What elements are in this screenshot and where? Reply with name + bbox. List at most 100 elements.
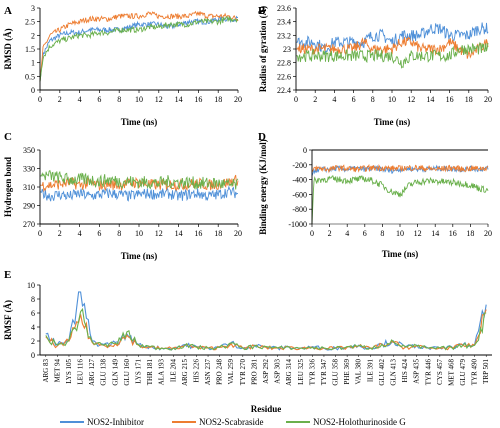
y-tick-label: 3 bbox=[31, 4, 35, 13]
x-tick-label: 4 bbox=[78, 95, 82, 104]
x-tick-label: 16 bbox=[194, 229, 202, 238]
series-line-nos2-scabraside bbox=[311, 163, 489, 174]
x-tick-label: 10 bbox=[135, 229, 143, 238]
residue-label: HIS 424 bbox=[401, 359, 409, 383]
panel-d: D -1000 -800 -600 -400 -200 0 0 2 4 6 8 10 12 14 16 18 20… bbox=[258, 131, 492, 259]
y-tick-label: 23.6 bbox=[277, 4, 291, 13]
x-tick-label: 20 bbox=[234, 95, 242, 104]
x-tick-label: 20 bbox=[234, 229, 242, 238]
y-tick-label: 1.5 bbox=[25, 45, 35, 54]
residue-label: MET 468 bbox=[447, 359, 455, 386]
x-tick-label: 18 bbox=[465, 95, 473, 104]
x-tick-label: 2 bbox=[313, 95, 317, 104]
x-tick-label: 18 bbox=[214, 229, 222, 238]
residue-label: GLN 149 bbox=[111, 359, 119, 386]
series-line-nos2-inhibitor bbox=[45, 291, 487, 351]
panel-letter-a: A bbox=[4, 5, 12, 17]
x-tick-label: 2 bbox=[328, 229, 332, 238]
x-tick-label: 12 bbox=[155, 229, 163, 238]
x-tick-label: 20 bbox=[484, 229, 492, 238]
residue-label: LEU 325 bbox=[297, 359, 305, 385]
x-tick-label: 8 bbox=[117, 95, 121, 104]
x-tick-label: 20 bbox=[484, 95, 492, 104]
y-tick-label: 22.6 bbox=[277, 72, 291, 81]
y-tick-label: 0 bbox=[31, 351, 35, 360]
series-line-nos2-holothurinoside-g bbox=[296, 41, 489, 69]
residue-label: GLU 160 bbox=[123, 359, 131, 386]
residue-label: GLU 402 bbox=[378, 359, 386, 386]
y-tick-label: 0 bbox=[31, 86, 35, 95]
panel-b: B 22.4 22.6 22.8 23 23.2 23.4 23.6 0 2 4 6 8 10 12 14 16… bbox=[258, 4, 492, 127]
residue-label: ARG 127 bbox=[88, 359, 96, 387]
y-tick-label: 23 bbox=[283, 45, 291, 54]
x-tick-label: 16 bbox=[194, 95, 202, 104]
panel-letter-c: C bbox=[4, 131, 12, 143]
residue-label: TYR 270 bbox=[239, 359, 247, 386]
y-tick-label: 2 bbox=[31, 31, 35, 40]
series-line-nos2-inhibitor bbox=[296, 22, 489, 55]
x-tick-label: 10 bbox=[396, 229, 404, 238]
residue-label: GLU 138 bbox=[100, 359, 108, 386]
panel-letter-d: D bbox=[258, 131, 266, 143]
residue-label: TYR 336 bbox=[308, 359, 316, 386]
residue-label: LYS 171 bbox=[135, 359, 143, 384]
legend: NOS2-Inhibitor NOS2-Scabraside NOS2-Holo… bbox=[60, 417, 406, 427]
y-tick-label: 10 bbox=[27, 281, 35, 290]
x-tick-label: 10 bbox=[388, 95, 396, 104]
y-tick-label: 310 bbox=[23, 183, 35, 192]
residue-label: GLU 358 bbox=[332, 359, 340, 386]
residue-label: ILE 204 bbox=[169, 359, 177, 383]
x-tick-label: 4 bbox=[332, 95, 336, 104]
x-tick-label: 14 bbox=[175, 95, 183, 104]
series-line-nos2-scabraside bbox=[40, 174, 239, 193]
residue-label: ASN 237 bbox=[204, 359, 212, 386]
y-axis-title: RMSF (Å) bbox=[3, 300, 13, 340]
series-line-nos2-scabraside bbox=[39, 10, 239, 82]
residue-label: PRO 281 bbox=[250, 359, 258, 385]
residue-label: HIS 226 bbox=[192, 359, 200, 383]
x-tick-label: 4 bbox=[345, 229, 349, 238]
residue-label: THR 181 bbox=[146, 359, 154, 386]
y-tick-label: 330 bbox=[23, 165, 35, 174]
y-tick-label: 22.8 bbox=[277, 59, 291, 68]
y-tick-label: 290 bbox=[23, 202, 35, 211]
y-axis-title: Binding energy (KJ/mol) bbox=[258, 139, 268, 235]
residue-label: ALA 193 bbox=[158, 359, 166, 386]
y-tick-label: -800 bbox=[292, 205, 307, 214]
x-tick-label: 0 bbox=[310, 229, 314, 238]
residue-label: GLU 479 bbox=[459, 359, 467, 386]
x-tick-label: 14 bbox=[175, 229, 183, 238]
x-tick-label: 14 bbox=[426, 95, 434, 104]
x-tick-label: 8 bbox=[380, 229, 384, 238]
y-tick-label: 4 bbox=[31, 323, 35, 332]
legend-label-scabraside: NOS2-Scabraside bbox=[199, 417, 264, 427]
x-tick-label: 2 bbox=[58, 229, 62, 238]
residue-label: TYR 490 bbox=[471, 359, 479, 386]
x-tick-label: 16 bbox=[449, 229, 457, 238]
residue-label: ARG 83 bbox=[42, 359, 50, 383]
y-tick-label: 270 bbox=[23, 220, 35, 229]
series-line-nos2-holothurinoside-g bbox=[40, 169, 239, 190]
x-tick-label: 6 bbox=[352, 95, 356, 104]
y-tick-label: 23.2 bbox=[277, 31, 291, 40]
y-axis-title: RMSD (Å) bbox=[3, 28, 13, 69]
panel-e: E 0 2 4 6 8 10 ARG 83 MET 94 LYS 105 LEU 116 ARG 12… bbox=[3, 269, 492, 414]
x-tick-label: 8 bbox=[371, 95, 375, 104]
series-line-nos2-inhibitor bbox=[39, 15, 239, 82]
residue-label: LYS 105 bbox=[65, 359, 73, 384]
y-tick-label: 0 bbox=[303, 146, 307, 155]
x-tick-label: 12 bbox=[155, 95, 163, 104]
panel-a: A 0 0.5 1 1.5 2 2.5 3 0 2 4 6 8 10 12 14 16 18 20 Time (ns)… bbox=[3, 4, 242, 127]
y-axis-title: Hydrogen bond bbox=[3, 157, 13, 217]
legend-label-inhibitor: NOS2-Inhibitor bbox=[87, 417, 144, 427]
y-tick-label: 0.5 bbox=[25, 72, 35, 81]
y-tick-label: 6 bbox=[31, 309, 35, 318]
residue-label: PRO 248 bbox=[216, 359, 224, 385]
y-tick-label: 1 bbox=[31, 59, 35, 68]
series-line-nos2-holothurinoside-g bbox=[311, 175, 489, 225]
x-tick-label: 8 bbox=[117, 229, 121, 238]
x-tick-label: 6 bbox=[97, 95, 101, 104]
series-line-nos2-scabraside bbox=[45, 309, 487, 351]
x-axis-title: Time (ns) bbox=[374, 117, 411, 127]
